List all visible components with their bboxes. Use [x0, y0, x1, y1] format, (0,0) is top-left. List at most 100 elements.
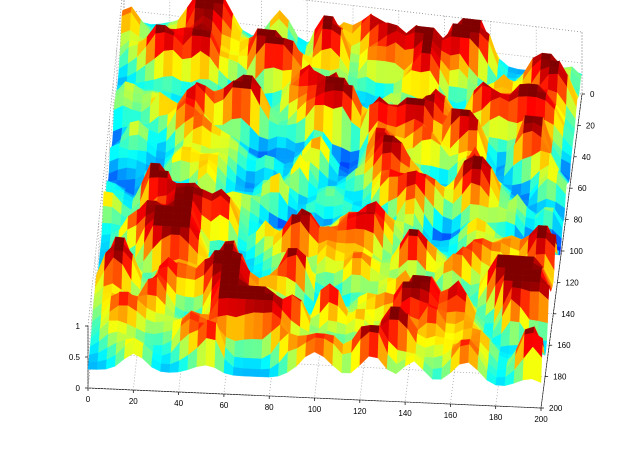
y-tick-label: 180: [553, 373, 567, 382]
surface-patch: [504, 267, 515, 275]
surface-patch: [348, 61, 360, 73]
surface-patch: [354, 173, 365, 193]
surface-patch: [507, 120, 518, 142]
surface-patch: [356, 76, 367, 93]
surface-patch: [529, 281, 541, 293]
surface-patch: [277, 125, 288, 139]
surface-patch: [496, 254, 508, 262]
surface-patch: [183, 192, 194, 201]
surface-patch: [143, 79, 155, 90]
surface-patch: [117, 167, 128, 181]
surface-patch: [229, 271, 240, 279]
surface-patch: [212, 256, 224, 265]
surface-patch: [176, 263, 187, 279]
surface-patch: [334, 77, 345, 86]
surface-patch: [460, 30, 471, 39]
surface-patch: [422, 33, 434, 42]
grid-line: [123, 9, 583, 64]
surface-patch: [537, 225, 548, 233]
surface-patch: [386, 105, 398, 128]
surface-patch: [162, 49, 174, 78]
surface-patch: [432, 355, 444, 370]
surface-patch: [185, 266, 197, 281]
surface-patch: [222, 250, 234, 259]
x-tick-label: 0: [86, 395, 91, 404]
surface-patch: [325, 187, 336, 197]
surface-patch: [153, 211, 165, 220]
surface-patch: [448, 68, 460, 88]
surface-patch: [324, 195, 335, 207]
surface-patch: [205, 338, 216, 368]
surface-patch: [232, 80, 243, 89]
surface-patch: [228, 284, 239, 293]
surface-patch: [445, 311, 457, 325]
surface-patch: [375, 127, 386, 133]
z-axis-ticks: 00.51: [69, 322, 88, 393]
surface-patch: [276, 136, 287, 149]
surface-patch: [253, 312, 264, 340]
surface-patch: [163, 32, 175, 52]
surface-patch: [352, 251, 363, 259]
surface-patch: [231, 257, 242, 266]
y-tick-label: 100: [570, 247, 584, 256]
surface-patch: [241, 368, 253, 377]
surface-patch: [422, 39, 433, 48]
surface-patch: [219, 136, 230, 149]
surface-patch: [509, 321, 520, 346]
surface-patch: [321, 28, 332, 51]
surface-patch: [244, 312, 255, 340]
surface-patch: [172, 205, 184, 214]
grid-line: [302, 0, 583, 33]
surface-patch: [169, 234, 181, 263]
surface-patch: [87, 361, 99, 370]
surface-patch: [206, 319, 217, 341]
surface-patch: [230, 264, 241, 273]
surface-patch: [521, 275, 533, 283]
surface-patch: [421, 138, 432, 167]
surface-patch: [513, 268, 524, 276]
surface-patch: [536, 231, 547, 239]
surface-patch: [404, 197, 416, 215]
surface-patch: [213, 250, 225, 258]
surface-patch: [232, 367, 244, 377]
surface-patch: [320, 47, 332, 72]
surface-patch: [263, 293, 275, 301]
surface-patch: [461, 17, 473, 26]
surface-patch: [314, 337, 325, 358]
surface-patch: [222, 257, 233, 265]
surface-patch: [350, 274, 362, 294]
surface-patch: [325, 76, 336, 85]
surface-patch: [523, 115, 535, 125]
x-tick-label: 100: [308, 405, 322, 414]
surface-patch: [496, 260, 507, 269]
surface-patch: [449, 53, 460, 72]
surface-patch: [245, 292, 256, 300]
surface-patch: [381, 152, 392, 172]
surface-patch: [420, 52, 431, 73]
surface-patch: [408, 228, 419, 237]
surface-patch: [234, 314, 246, 342]
surface-patch: [421, 275, 432, 283]
surface-patch: [160, 363, 171, 373]
surface-patch: [531, 269, 543, 277]
surface-patch: [253, 299, 265, 314]
surface-patch: [228, 277, 240, 286]
surface-patch: [487, 207, 498, 224]
surface-patch: [415, 98, 426, 107]
surface-patch: [522, 130, 533, 160]
y-tick-label: 160: [557, 341, 571, 350]
surface-patch: [512, 274, 524, 282]
surface-patch: [174, 192, 185, 201]
surface-patch: [409, 296, 420, 321]
surface-patch: [194, 0, 206, 10]
surface-patch: [231, 87, 243, 120]
surface-patch: [450, 36, 461, 56]
surface-patch: [389, 306, 401, 314]
surface-patch: [523, 262, 534, 270]
surface-patch: [118, 291, 129, 306]
surface-patch: [163, 205, 174, 214]
surface-patch: [182, 199, 193, 208]
surface-patch: [221, 263, 232, 272]
x-tick-label: 160: [444, 411, 458, 420]
